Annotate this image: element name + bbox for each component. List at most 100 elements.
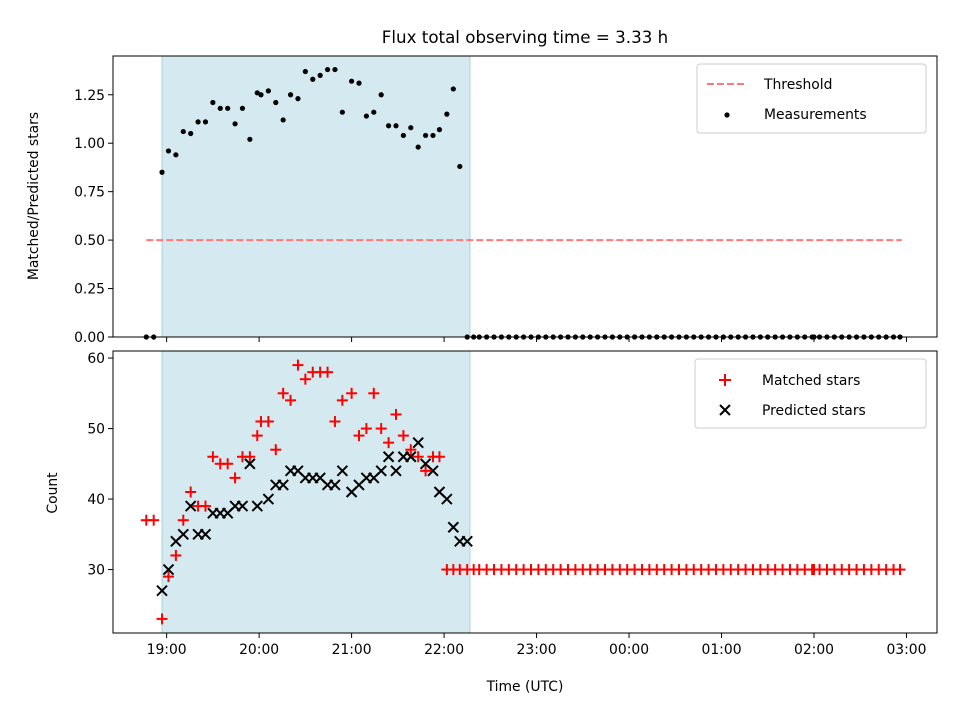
matched-point (420, 465, 432, 477)
x-tick-label: 02:00 (794, 642, 834, 658)
measurement-point (310, 76, 316, 82)
matched-point (346, 387, 358, 399)
measurement-point (408, 125, 414, 131)
measurement-point (436, 127, 443, 133)
top-y-axis-label: Matched/Predicted stars (26, 112, 42, 280)
measurement-point (239, 105, 246, 111)
measurement-point (356, 80, 362, 86)
matched-point (285, 394, 297, 406)
matched-point (353, 430, 365, 442)
measurement-point (287, 92, 294, 98)
predicted-point (262, 493, 275, 505)
matched-point (412, 451, 424, 463)
bottom-legend: Matched stars Predicted stars (694, 358, 927, 429)
y-tick-label: 40 (87, 492, 105, 508)
matched-point (360, 423, 372, 435)
legend-matched-label: Matched stars (762, 373, 860, 389)
bottom-marks (140, 359, 906, 625)
top-axes-frame (112, 55, 938, 338)
measurement-point (225, 105, 231, 111)
measurement-point (159, 169, 165, 175)
bottom-y-axis-label: Count (45, 472, 61, 514)
legend-matched-swatch (719, 374, 731, 386)
predicted-point (382, 451, 395, 463)
matched-point (148, 514, 160, 526)
measurement-point (247, 136, 253, 142)
measurement-point (180, 128, 186, 135)
bottom-axes-frame (112, 350, 938, 634)
matched-point (277, 387, 289, 399)
y-tick-label: 0.25 (74, 282, 105, 298)
matched-point (156, 613, 168, 625)
bottom-x-ticks: 19:00 20:00 21:00 22:00 23:00 00:00 01:00 02:00… (147, 633, 926, 658)
legend-predicted-label: Predicted stars (762, 403, 866, 419)
matched-point (207, 451, 219, 463)
legend-measurements-label: Measurements (764, 107, 867, 123)
legend-threshold-label: Threshold (763, 77, 832, 93)
matched-point (405, 444, 417, 456)
bottom-panel: 30 40 50 60 19:00 20:00 21:00 22:00 23:00 00:00 0… (45, 350, 938, 695)
measurement-point (363, 113, 369, 119)
measurement-point (393, 123, 399, 129)
y-tick-label: 0.50 (74, 233, 105, 249)
top-legend: Threshold Measurements (696, 63, 927, 134)
measurement-point (295, 96, 301, 102)
matched-point (229, 472, 241, 484)
matched-point (368, 387, 380, 399)
x-tick-label: 22:00 (424, 642, 464, 658)
predicted-point (427, 465, 439, 477)
predicted-point (461, 535, 473, 548)
matched-point (322, 366, 334, 378)
measurement-point (422, 132, 429, 139)
measurement-point (280, 117, 286, 123)
measurement-point (339, 109, 345, 115)
matched-point (329, 416, 341, 427)
measurement-point (302, 68, 308, 75)
predicted-point (412, 436, 424, 449)
y-tick-label: 0.00 (74, 330, 105, 346)
matched-point (383, 437, 395, 449)
measurement-point (265, 88, 271, 94)
predicted-point (405, 451, 417, 463)
top-y-ticks: 0.00 0.25 0.50 0.75 1.00 1.25 (74, 88, 113, 346)
matched-point (299, 373, 311, 385)
measurement-point (195, 119, 201, 125)
predicted-point (156, 584, 168, 597)
measurement-point (385, 123, 392, 129)
predicted-point (199, 528, 212, 541)
measurement-point (258, 92, 264, 98)
y-tick-label: 1.00 (74, 136, 105, 152)
matched-point (170, 549, 182, 561)
matched-point (292, 359, 304, 371)
predicted-point (329, 479, 341, 491)
measurement-point (378, 92, 384, 98)
measurement-point (324, 66, 331, 73)
predicted-point (251, 500, 263, 512)
matched-point (251, 430, 263, 442)
x-tick-label: 21:00 (332, 642, 372, 658)
matched-point (270, 444, 282, 456)
y-tick-label: 50 (87, 422, 105, 438)
top-x-ticks (166, 337, 907, 342)
matched-point (397, 430, 409, 442)
measurement-point (444, 111, 450, 117)
predicted-point (390, 465, 402, 477)
measurement-point (371, 109, 377, 115)
measurement-point (188, 130, 194, 137)
predicted-point (441, 493, 453, 505)
x-tick-label: 01:00 (702, 642, 742, 658)
top-panel: 0.00 0.25 0.50 0.75 1.00 1.25 Matched/Predict… (26, 55, 938, 346)
predicted-point (375, 465, 387, 477)
y-tick-label: 30 (87, 563, 105, 579)
predicted-point (447, 521, 460, 533)
measurement-point (210, 99, 216, 106)
measurement-point (400, 132, 406, 139)
x-tick-label: 19:00 (147, 642, 187, 658)
measurement-point (332, 66, 338, 73)
measurement-point (165, 148, 172, 154)
y-tick-label: 0.75 (74, 185, 105, 201)
x-tick-label: 23:00 (517, 642, 557, 658)
matched-point (185, 486, 197, 498)
matched-point (375, 423, 387, 435)
top-shaded-interval (161, 55, 471, 338)
